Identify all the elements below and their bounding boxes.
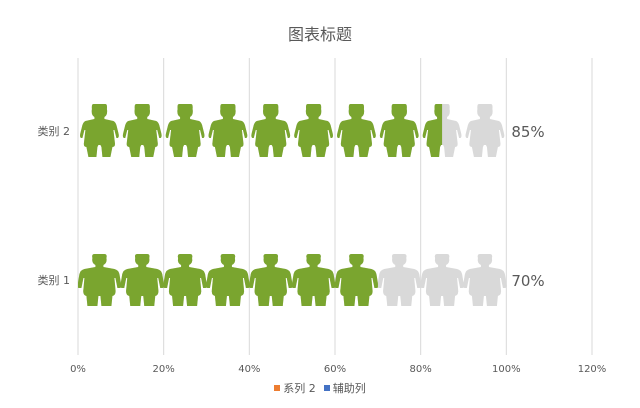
series2-person-icon (80, 104, 119, 157)
series2-person-icon (205, 254, 250, 306)
series2-person-icon (251, 104, 291, 157)
helper-person-icon (377, 254, 422, 306)
gridlines (77, 58, 593, 355)
x-tick-label: 0% (70, 364, 86, 375)
chart-title: 图表标题 (288, 25, 352, 44)
x-tick-label: 40% (238, 364, 260, 375)
series2-person-icon (294, 104, 333, 157)
series2-person-icon (291, 254, 336, 306)
series2-person-icon (163, 254, 208, 306)
x-tick-label: 80% (410, 364, 432, 375)
helper-person-icon (462, 254, 507, 306)
series2-bar (80, 104, 443, 157)
x-tick-label: 100% (492, 364, 521, 375)
legend-item-helper: 辅助列 (323, 380, 366, 396)
category-label: 类别 1 (38, 273, 71, 287)
legend: 系列 2 辅助列 (0, 380, 640, 396)
helper-person-icon (465, 104, 505, 157)
legend-item-series2: 系列 2 (274, 380, 316, 396)
x-tick-label: 20% (153, 364, 175, 375)
legend-swatch-helper (323, 385, 330, 391)
legend-swatch-series2 (274, 385, 281, 391)
legend-label-series2: 系列 2 (283, 382, 316, 395)
category-label: 类别 2 (38, 124, 71, 138)
series2-person-icon (122, 104, 162, 157)
data-label: 85% (511, 123, 544, 141)
series2-person-icon (337, 104, 376, 157)
plot-area: 类别 1 70% 类别 2 85% (38, 104, 545, 306)
x-axis-ticks: 0% 20% 40% 60% 80% 100% 120% (70, 364, 606, 375)
series2-person-icon (248, 254, 293, 306)
series2-person-icon (208, 104, 248, 157)
series2-person-icon (379, 104, 419, 157)
helper-person-icon (420, 254, 465, 306)
series2-person-icon (165, 104, 205, 157)
data-label: 70% (511, 272, 544, 290)
series2-person-icon (334, 254, 378, 306)
x-tick-label: 60% (324, 364, 346, 375)
series2-person-icon (78, 254, 122, 306)
series2-person-icon (120, 254, 165, 306)
x-tick-label: 120% (578, 364, 607, 375)
legend-label-helper: 辅助列 (332, 382, 366, 395)
